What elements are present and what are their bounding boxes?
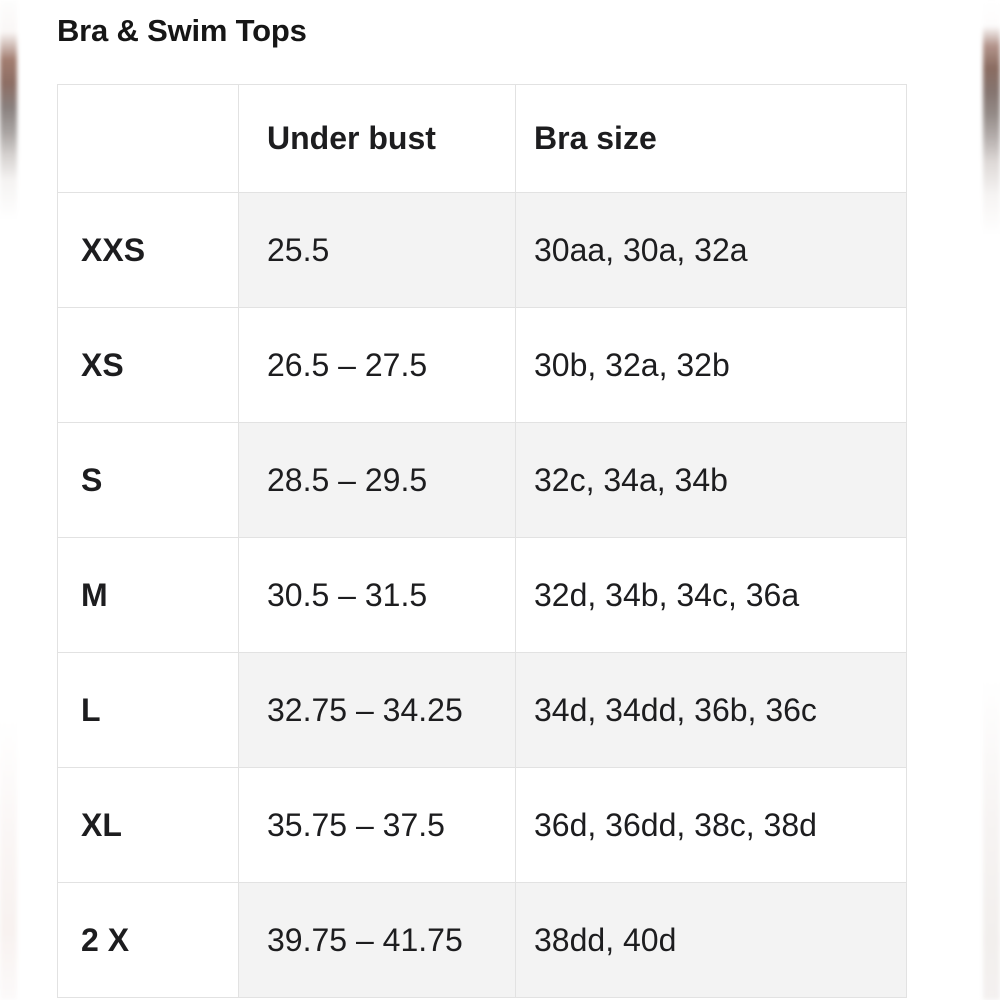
table-row: XXS 25.5 30aa, 30a, 32a: [57, 192, 907, 308]
cell-under-bust: 26.5 – 27.5: [238, 307, 516, 423]
cell-bra-size: 30aa, 30a, 32a: [515, 192, 907, 308]
header-cell-under-bust: Under bust: [238, 84, 516, 193]
cell-bra-size: 38dd, 40d: [515, 882, 907, 998]
table-row: XS 26.5 – 27.5 30b, 32a, 32b: [57, 307, 907, 423]
cell-bra-size: 32c, 34a, 34b: [515, 422, 907, 538]
background-photo-edge-left: [0, 0, 17, 1000]
size-chart-header: Under bust Bra size: [57, 84, 907, 193]
cell-size-label: 2 X: [57, 882, 239, 998]
cell-bra-size: 36d, 36dd, 38c, 38d: [515, 767, 907, 883]
background-photo-edge-right: [983, 0, 1000, 1000]
cell-size-label: L: [57, 652, 239, 768]
cell-under-bust: 32.75 – 34.25: [238, 652, 516, 768]
table-row: S 28.5 – 29.5 32c, 34a, 34b: [57, 422, 907, 538]
cell-under-bust: 39.75 – 41.75: [238, 882, 516, 998]
cell-under-bust: 35.75 – 37.5: [238, 767, 516, 883]
table-row: L 32.75 – 34.25 34d, 34dd, 36b, 36c: [57, 652, 907, 768]
size-chart-table: Under bust Bra size XXS 25.5 30aa, 30a, …: [57, 84, 907, 998]
header-cell-size: [57, 84, 239, 193]
cell-bra-size: 30b, 32a, 32b: [515, 307, 907, 423]
cell-under-bust: 30.5 – 31.5: [238, 537, 516, 653]
cell-size-label: XL: [57, 767, 239, 883]
size-table-body: XXS 25.5 30aa, 30a, 32a XS 26.5 – 27.5 3…: [57, 192, 907, 998]
cell-under-bust: 25.5: [238, 192, 516, 308]
cell-size-label: M: [57, 537, 239, 653]
cell-bra-size: 34d, 34dd, 36b, 36c: [515, 652, 907, 768]
cell-size-label: S: [57, 422, 239, 538]
cell-size-label: XS: [57, 307, 239, 423]
cell-size-label: XXS: [57, 192, 239, 308]
page-title: Bra & Swim Tops: [57, 13, 307, 48]
header-cell-bra-size: Bra size: [515, 84, 907, 193]
table-row: M 30.5 – 31.5 32d, 34b, 34c, 36a: [57, 537, 907, 653]
header-row: Under bust Bra size: [57, 84, 907, 193]
table-row: 2 X 39.75 – 41.75 38dd, 40d: [57, 882, 907, 998]
cell-bra-size: 32d, 34b, 34c, 36a: [515, 537, 907, 653]
table-row: XL 35.75 – 37.5 36d, 36dd, 38c, 38d: [57, 767, 907, 883]
cell-under-bust: 28.5 – 29.5: [238, 422, 516, 538]
